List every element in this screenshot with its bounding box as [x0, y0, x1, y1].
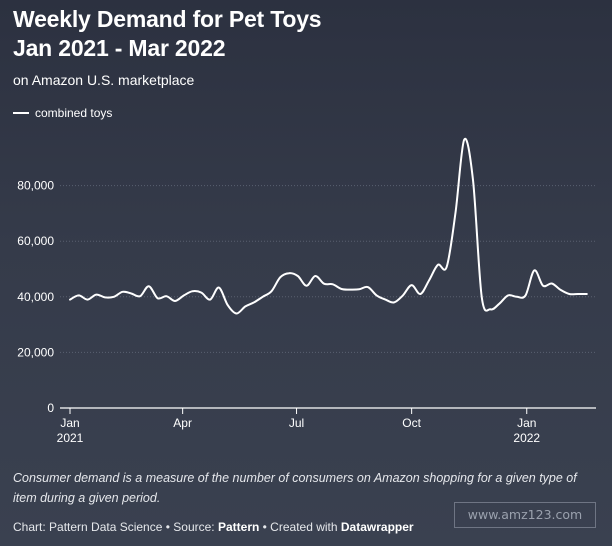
chart-subtitle: on Amazon U.S. marketplace	[13, 72, 195, 88]
legend-label: combined toys	[35, 106, 113, 120]
x-tick-label: Jan	[517, 416, 536, 430]
chart-footer: Chart: Pattern Data Science • Source: Pa…	[13, 520, 414, 534]
y-tick-label: 60,000	[17, 234, 54, 248]
chart-title: Weekly Demand for Pet Toys Jan 2021 - Ma…	[13, 5, 573, 63]
y-tick-label: 80,000	[17, 179, 54, 193]
footer-prefix: Chart: Pattern Data Science • Source:	[13, 520, 218, 534]
y-tick-label: 20,000	[17, 345, 54, 359]
series-line-combined-toys	[69, 137, 588, 315]
x-tick-sublabel: 2021	[57, 431, 84, 445]
title-line-1: Weekly Demand for Pet Toys	[13, 6, 322, 32]
footer-tool-link[interactable]: Datawrapper	[340, 520, 414, 534]
x-tick-label: Oct	[402, 416, 421, 430]
footer-middle: • Created with	[259, 520, 341, 534]
legend: combined toys	[13, 106, 112, 120]
x-tick-label: Jul	[289, 416, 304, 430]
y-tick-label: 40,000	[17, 290, 54, 304]
watermark: www.amz123.com	[454, 502, 596, 528]
x-tick-label: Apr	[173, 416, 192, 430]
x-tick-sublabel: 2022	[513, 431, 540, 445]
x-tick-label: Jan	[60, 416, 79, 430]
footer-source-link[interactable]: Pattern	[217, 520, 260, 534]
y-tick-label: 0	[47, 401, 54, 415]
chart-note: Consumer demand is a measure of the numb…	[13, 471, 577, 505]
legend-line-swatch	[13, 112, 29, 114]
title-line-2: Jan 2021 - Mar 2022	[13, 35, 226, 61]
